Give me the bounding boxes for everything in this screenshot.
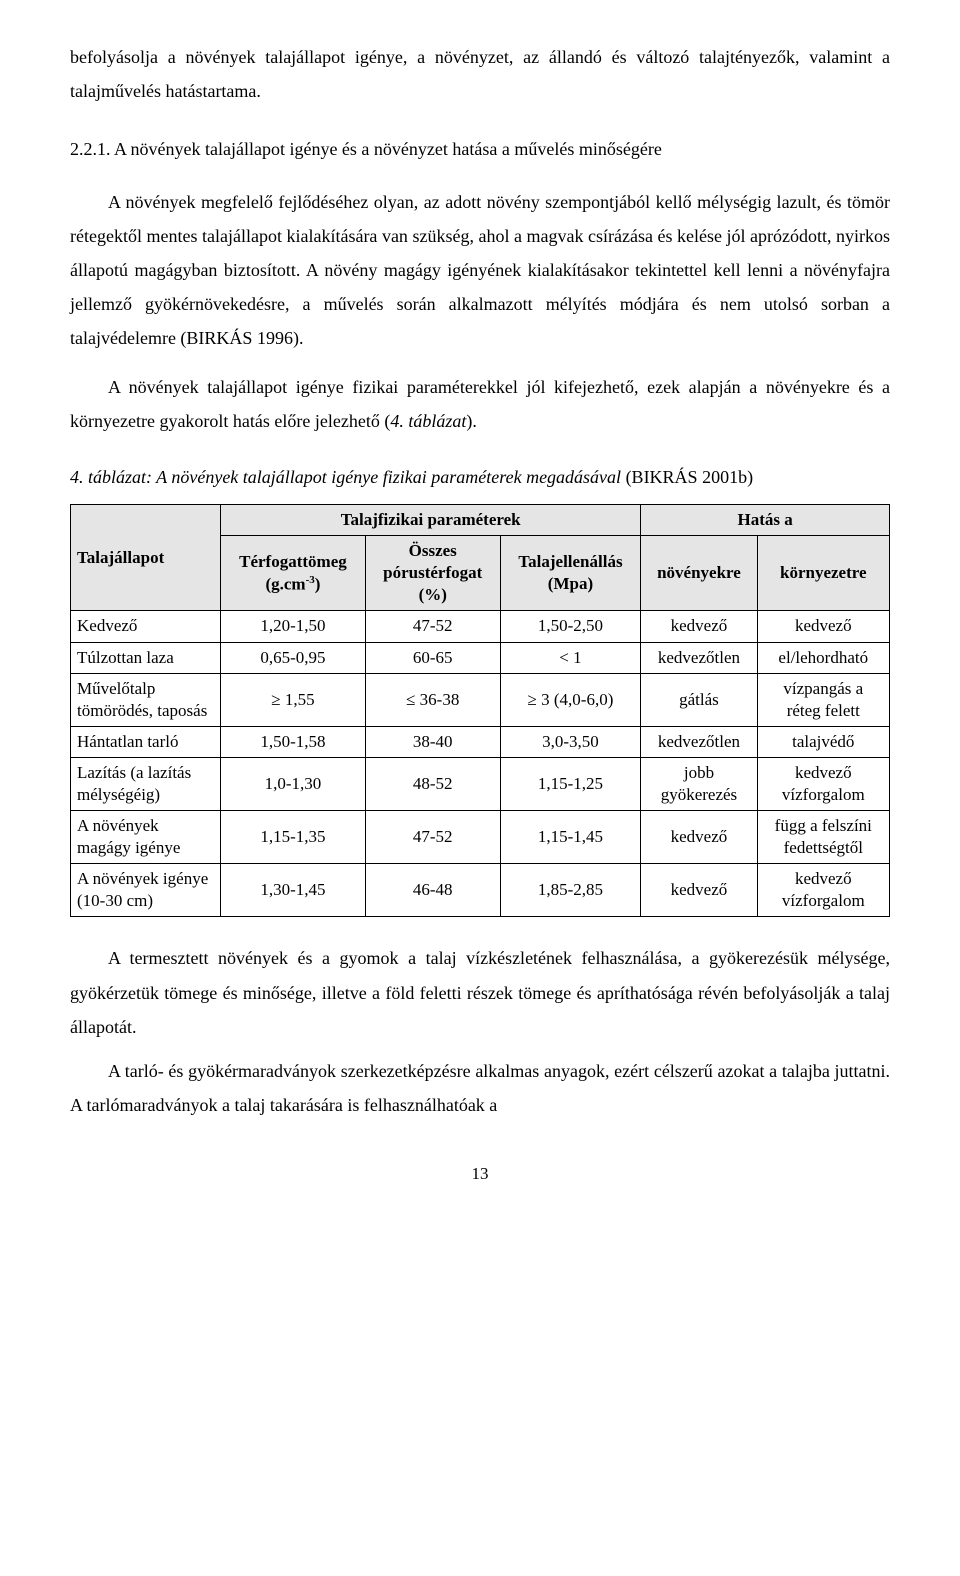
table-cell: 38-40 (365, 726, 500, 757)
table-cell: 60-65 (365, 642, 500, 673)
h-dens-sup: -3 (306, 574, 315, 586)
h-dens-c: ) (315, 575, 321, 594)
table-cell: kedvezőtlen (641, 642, 757, 673)
table-cell: ≥ 1,55 (221, 673, 366, 726)
h-por-a: Összes (409, 541, 457, 560)
table-row: Kedvező1,20-1,5047-521,50-2,50kedvezőked… (71, 611, 890, 642)
header-density: Térfogattömeg (g.cm-3) (221, 536, 366, 611)
table-cell: 1,85-2,85 (500, 864, 641, 917)
table-cell: A növények igénye(10-30 cm) (71, 864, 221, 917)
table-cell: 1,15-1,45 (500, 811, 641, 864)
table-cell: Művelőtalptömörödés, taposás (71, 673, 221, 726)
paragraph-4: A tarló- és gyökérmaradványok szerkezetk… (70, 1054, 890, 1122)
table-cell: 47-52 (365, 811, 500, 864)
table-cell: kedvező (641, 611, 757, 642)
paragraph-3: A termesztett növények és a gyomok a tal… (70, 941, 890, 1044)
table-cell: Lazítás (a lazításmélységéig) (71, 757, 221, 810)
table-cell: Hántatlan tarló (71, 726, 221, 757)
table-cell: < 1 (500, 642, 641, 673)
table-row: Túlzottan laza0,65-0,9560-65< 1kedvezőtl… (71, 642, 890, 673)
table-cell: függ a felszínifedettségtől (757, 811, 889, 864)
table-cell: 1,50-2,50 (500, 611, 641, 642)
header-porosity: Összes pórustérfogat (%) (365, 536, 500, 611)
h-por-b: pórustérfogat (383, 563, 482, 582)
table-cell: 48-52 (365, 757, 500, 810)
table-cell: talajvédő (757, 726, 889, 757)
table-cell: 1,20-1,50 (221, 611, 366, 642)
table-cell: vízpangás aréteg felett (757, 673, 889, 726)
p2-text-a: A növények talajállapot igénye fizikai p… (70, 377, 890, 431)
table-cell: 1,50-1,58 (221, 726, 366, 757)
table-row: Hántatlan tarló1,50-1,5838-403,0-3,50ked… (71, 726, 890, 757)
table-row: A növények igénye(10-30 cm)1,30-1,4546-4… (71, 864, 890, 917)
h-res-a: Talajellenállás (518, 552, 622, 571)
header-env: környezetre (757, 536, 889, 611)
table-cell: 3,0-3,50 (500, 726, 641, 757)
header-resistance: Talajellenállás (Mpa) (500, 536, 641, 611)
table-cell: Túlzottan laza (71, 642, 221, 673)
h-res-b: (Mpa) (548, 574, 593, 593)
table-cell: 1,30-1,45 (221, 864, 366, 917)
table-cell: A növényekmagágy igénye (71, 811, 221, 864)
header-state: Talajállapot (71, 505, 221, 611)
page-number: 13 (70, 1158, 890, 1190)
table-cell: 46-48 (365, 864, 500, 917)
table-cell: 1,0-1,30 (221, 757, 366, 810)
header-plants: növényekre (641, 536, 757, 611)
table-cell: 0,65-0,95 (221, 642, 366, 673)
header-phys-span: Talajfizikai paraméterek (221, 505, 641, 536)
p2-text-b: ). (466, 411, 477, 431)
table-row: Lazítás (a lazításmélységéig)1,0-1,3048-… (71, 757, 890, 810)
table-cell: ≤ 36-38 (365, 673, 500, 726)
table-caption-italic: 4. táblázat: A növények talajállapot igé… (70, 467, 621, 487)
table-cell: kedvezővízforgalom (757, 864, 889, 917)
table-cell: 1,15-1,25 (500, 757, 641, 810)
table-cell: gátlás (641, 673, 757, 726)
intro-paragraph: befolyásolja a növények talajállapot igé… (70, 40, 890, 108)
section-heading: 2.2.1. A növények talajállapot igénye és… (70, 132, 890, 166)
table-row: A növényekmagágy igénye1,15-1,3547-521,1… (71, 811, 890, 864)
table-cell: Kedvező (71, 611, 221, 642)
paragraph-2: A növények talajállapot igénye fizikai p… (70, 370, 890, 438)
table-cell: kedvező (641, 811, 757, 864)
table-cell: kedvező (757, 611, 889, 642)
table-cell: el/lehordható (757, 642, 889, 673)
table-cell: kedvezővízforgalom (757, 757, 889, 810)
p2-italic: 4. táblázat (390, 411, 466, 431)
table-cell: jobbgyökerezés (641, 757, 757, 810)
table-row: Művelőtalptömörödés, taposás≥ 1,55≤ 36-3… (71, 673, 890, 726)
table-cell: 1,15-1,35 (221, 811, 366, 864)
table-caption-rest: (BIKRÁS 2001b) (621, 467, 753, 487)
h-dens-b: (g.cm (265, 575, 305, 594)
table-cell: kedvező (641, 864, 757, 917)
table-cell: kedvezőtlen (641, 726, 757, 757)
table-caption: 4. táblázat: A növények talajállapot igé… (70, 460, 890, 494)
table-cell: 47-52 (365, 611, 500, 642)
h-dens-a: Térfogattömeg (239, 552, 347, 571)
table-cell: ≥ 3 (4,0-6,0) (500, 673, 641, 726)
paragraph-1: A növények megfelelő fejlődéséhez olyan,… (70, 185, 890, 356)
header-effect-span: Hatás a (641, 505, 890, 536)
h-por-c: (%) (419, 585, 447, 604)
physical-params-table: Talajállapot Talajfizikai paraméterek Ha… (70, 504, 890, 917)
